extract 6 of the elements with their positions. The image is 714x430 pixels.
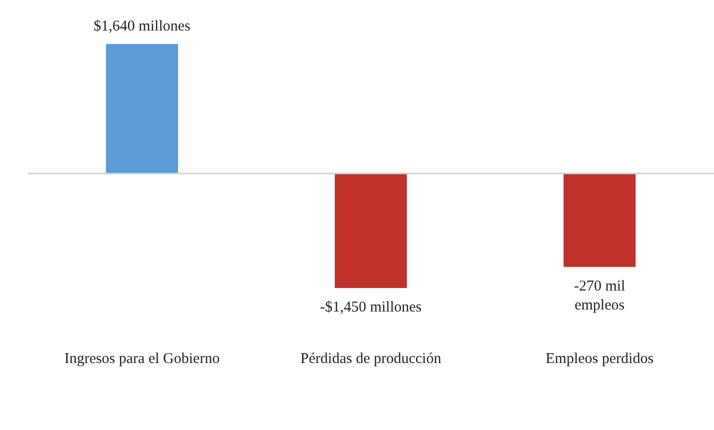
data-label: $1,640 millones (94, 18, 191, 34)
x-tick-label: Empleos perdidos (546, 350, 654, 367)
data-label: -270 mil empleos (574, 278, 626, 314)
x-tick-label: Pérdidas de producción (300, 350, 442, 367)
x-tick-label: Ingresos para el Gobierno (64, 350, 220, 367)
data-label: -$1,450 millones (320, 299, 422, 316)
